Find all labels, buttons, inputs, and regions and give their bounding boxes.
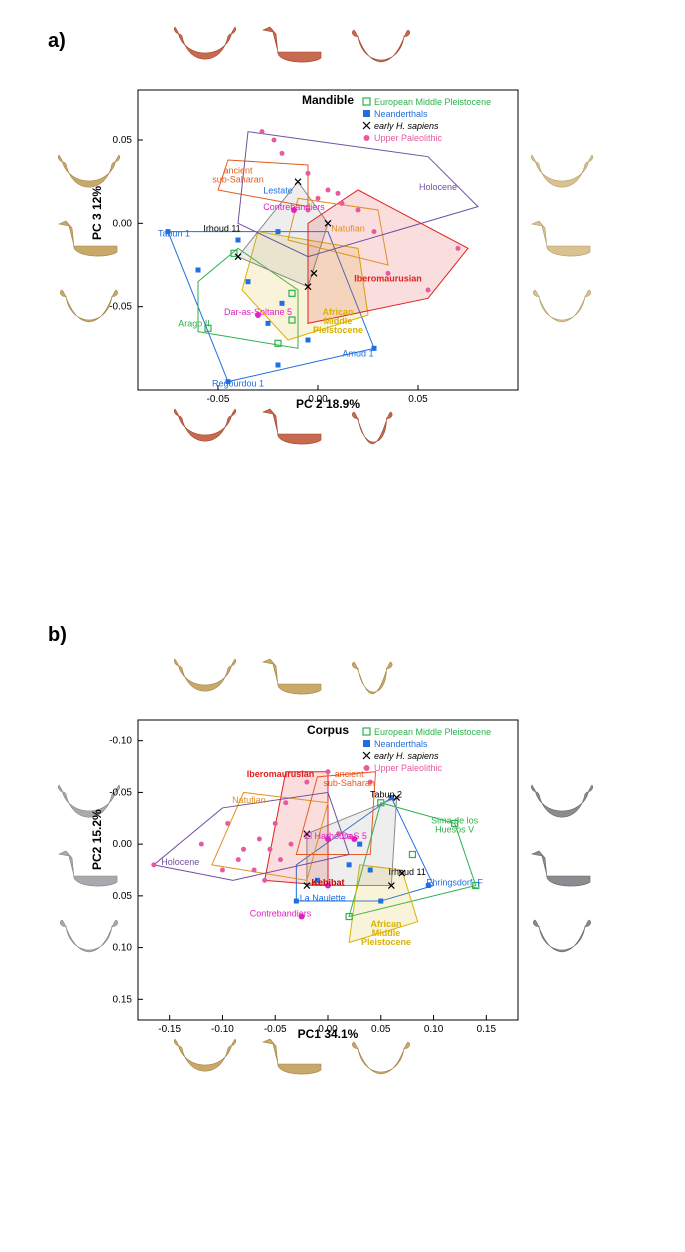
- svg-text:0.00: 0.00: [113, 218, 133, 229]
- panel-a-ylabel: PC 3 12%: [90, 186, 104, 240]
- panel-b-jaws-right: [525, 780, 605, 975]
- svg-text:Iberomaurusian: Iberomaurusian: [247, 769, 315, 779]
- svg-text:-0.05: -0.05: [109, 302, 132, 313]
- svg-text:Corpus: Corpus: [307, 723, 349, 737]
- svg-text:0.15: 0.15: [113, 994, 133, 1005]
- svg-text:Irhoud 11: Irhoud 11: [203, 224, 240, 234]
- svg-text:La Naulette: La Naulette: [300, 893, 346, 903]
- svg-text:Irhoud 11: Irhoud 11: [388, 867, 425, 877]
- svg-text:sub-Saharan: sub-Saharan: [323, 778, 375, 788]
- svg-text:-0.05: -0.05: [109, 787, 132, 798]
- svg-text:Upper Paleolithic: Upper Paleolithic: [374, 133, 443, 143]
- panel-a-jaws-right: [525, 150, 605, 345]
- svg-text:European Middle Pleistocene: European Middle Pleistocene: [374, 97, 491, 107]
- svg-text:Kebibat: Kebibat: [311, 878, 344, 888]
- svg-text:0.10: 0.10: [113, 943, 133, 954]
- svg-text:Tabun 2: Tabun 2: [370, 790, 402, 800]
- svg-text:DaS 5: DaS 5: [342, 831, 367, 841]
- panel-a-jaws-left: [52, 150, 132, 345]
- panel-b-label: b): [48, 624, 67, 647]
- svg-text:Ehringsdorf_F: Ehringsdorf_F: [426, 878, 483, 888]
- svg-text:early H. sapiens: early H. sapiens: [374, 751, 439, 761]
- svg-text:sub-Saharan: sub-Saharan: [212, 174, 264, 184]
- panel-a-label: a): [48, 30, 66, 53]
- svg-text:early H. sapiens: early H. sapiens: [374, 121, 439, 131]
- svg-text:Tabun 1: Tabun 1: [158, 229, 190, 239]
- svg-text:European Middle Pleistocene: European Middle Pleistocene: [374, 727, 491, 737]
- svg-text:Natufian: Natufian: [232, 795, 266, 805]
- panel-a-plot: -0.050.000.05-0.050.000.05MandibleRegour…: [138, 90, 518, 390]
- panel-b-plot: -0.15-0.10-0.050.000.050.100.15-0.10-0.0…: [138, 720, 518, 1020]
- svg-text:Neanderthals: Neanderthals: [374, 109, 428, 119]
- svg-text:Iberomaurusian: Iberomaurusian: [354, 274, 422, 284]
- svg-text:-0.10: -0.10: [109, 736, 132, 747]
- svg-text:0.00: 0.00: [113, 839, 133, 850]
- svg-text:Upper Paleolithic: Upper Paleolithic: [374, 763, 443, 773]
- panel-a-jaws-top: [170, 18, 430, 82]
- svg-text:Holocene: Holocene: [161, 857, 199, 867]
- panel-b-xlabel: PC1 34.1%: [138, 1027, 518, 1041]
- svg-text:Arago II: Arago II: [178, 319, 210, 329]
- svg-text:Holocene: Holocene: [419, 182, 457, 192]
- svg-text:Dar-as-Soltane 5: Dar-as-Soltane 5: [224, 307, 292, 317]
- svg-text:Neanderthals: Neanderthals: [374, 739, 428, 749]
- panel-b-ylabel: PC2 15.2%: [90, 809, 104, 870]
- panel-a-xlabel: PC 2 18.9%: [138, 397, 518, 411]
- page: a) -0.050.000.05-0.050.000.05MandibleReg…: [0, 0, 685, 1252]
- svg-text:Contrebandiers: Contrebandiers: [250, 909, 312, 919]
- svg-text:Natufian: Natufian: [331, 224, 365, 234]
- svg-text:Contrebandiers: Contrebandiers: [263, 202, 325, 212]
- svg-text:Regourdou 1: Regourdou 1: [212, 379, 264, 389]
- svg-text:0.05: 0.05: [113, 135, 133, 146]
- svg-text:0.05: 0.05: [113, 891, 133, 902]
- svg-text:Pleistocene: Pleistocene: [361, 937, 411, 947]
- svg-text:Mandible: Mandible: [302, 93, 354, 107]
- svg-text:Lestate: Lestate: [263, 185, 293, 195]
- panel-b-jaws-top: [170, 650, 430, 714]
- svg-text:Amud 1: Amud 1: [342, 349, 373, 359]
- svg-text:Pleistocene: Pleistocene: [313, 325, 363, 335]
- svg-text:Huesos V: Huesos V: [435, 824, 474, 834]
